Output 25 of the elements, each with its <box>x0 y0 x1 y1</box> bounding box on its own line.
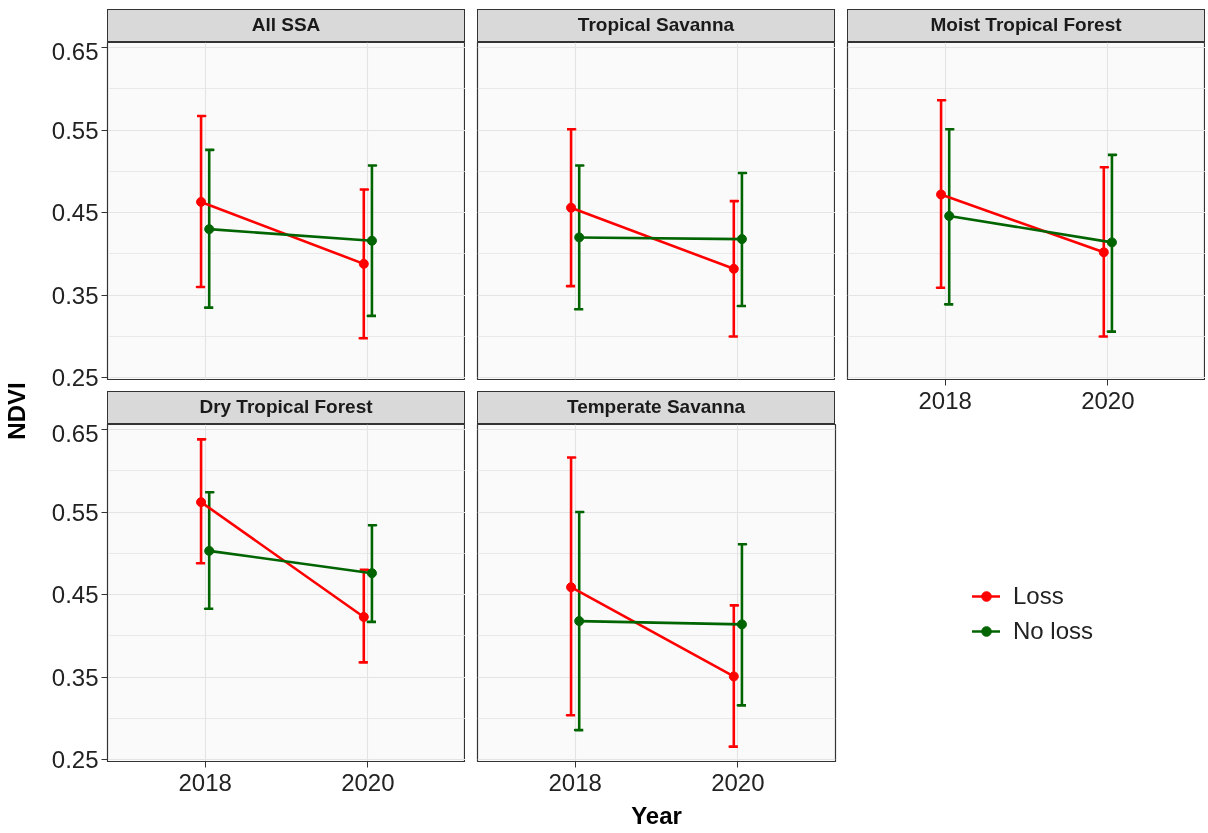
x-tick-label: 2018 <box>548 768 602 796</box>
y-tick-label: 0.25 <box>51 364 99 392</box>
chart-title: All SSA <box>251 13 321 37</box>
legend-label: No loss <box>1013 617 1094 645</box>
x-axis-title: Year <box>631 801 682 829</box>
y-tick-label: 0.55 <box>51 498 99 526</box>
chart-title: Temperate Savanna <box>566 395 746 419</box>
y-tick-label: 0.65 <box>51 37 99 65</box>
x-tick-label: 2018 <box>178 768 232 796</box>
x-tick-label: 2020 <box>1081 386 1135 414</box>
y-tick-label: 0.65 <box>51 419 99 447</box>
y-tick-label: 0.45 <box>51 199 99 227</box>
legend-label: Loss <box>1013 582 1064 610</box>
x-tick-label: 2020 <box>711 768 765 796</box>
y-tick-label: 0.25 <box>51 746 99 774</box>
chart-title: Tropical Savanna <box>577 13 735 37</box>
x-tick-label: 2020 <box>341 768 395 796</box>
chart-title: Dry Tropical Forest <box>199 395 373 419</box>
y-tick-label: 0.45 <box>51 581 99 609</box>
y-tick-label: 0.35 <box>51 663 99 691</box>
x-tick-label: 2018 <box>918 386 972 414</box>
y-axis-title: NDVI <box>2 382 30 440</box>
y-tick-label: 0.35 <box>51 281 99 309</box>
y-tick-label: 0.55 <box>51 116 99 144</box>
chart-title: Moist Tropical Forest <box>930 13 1122 37</box>
